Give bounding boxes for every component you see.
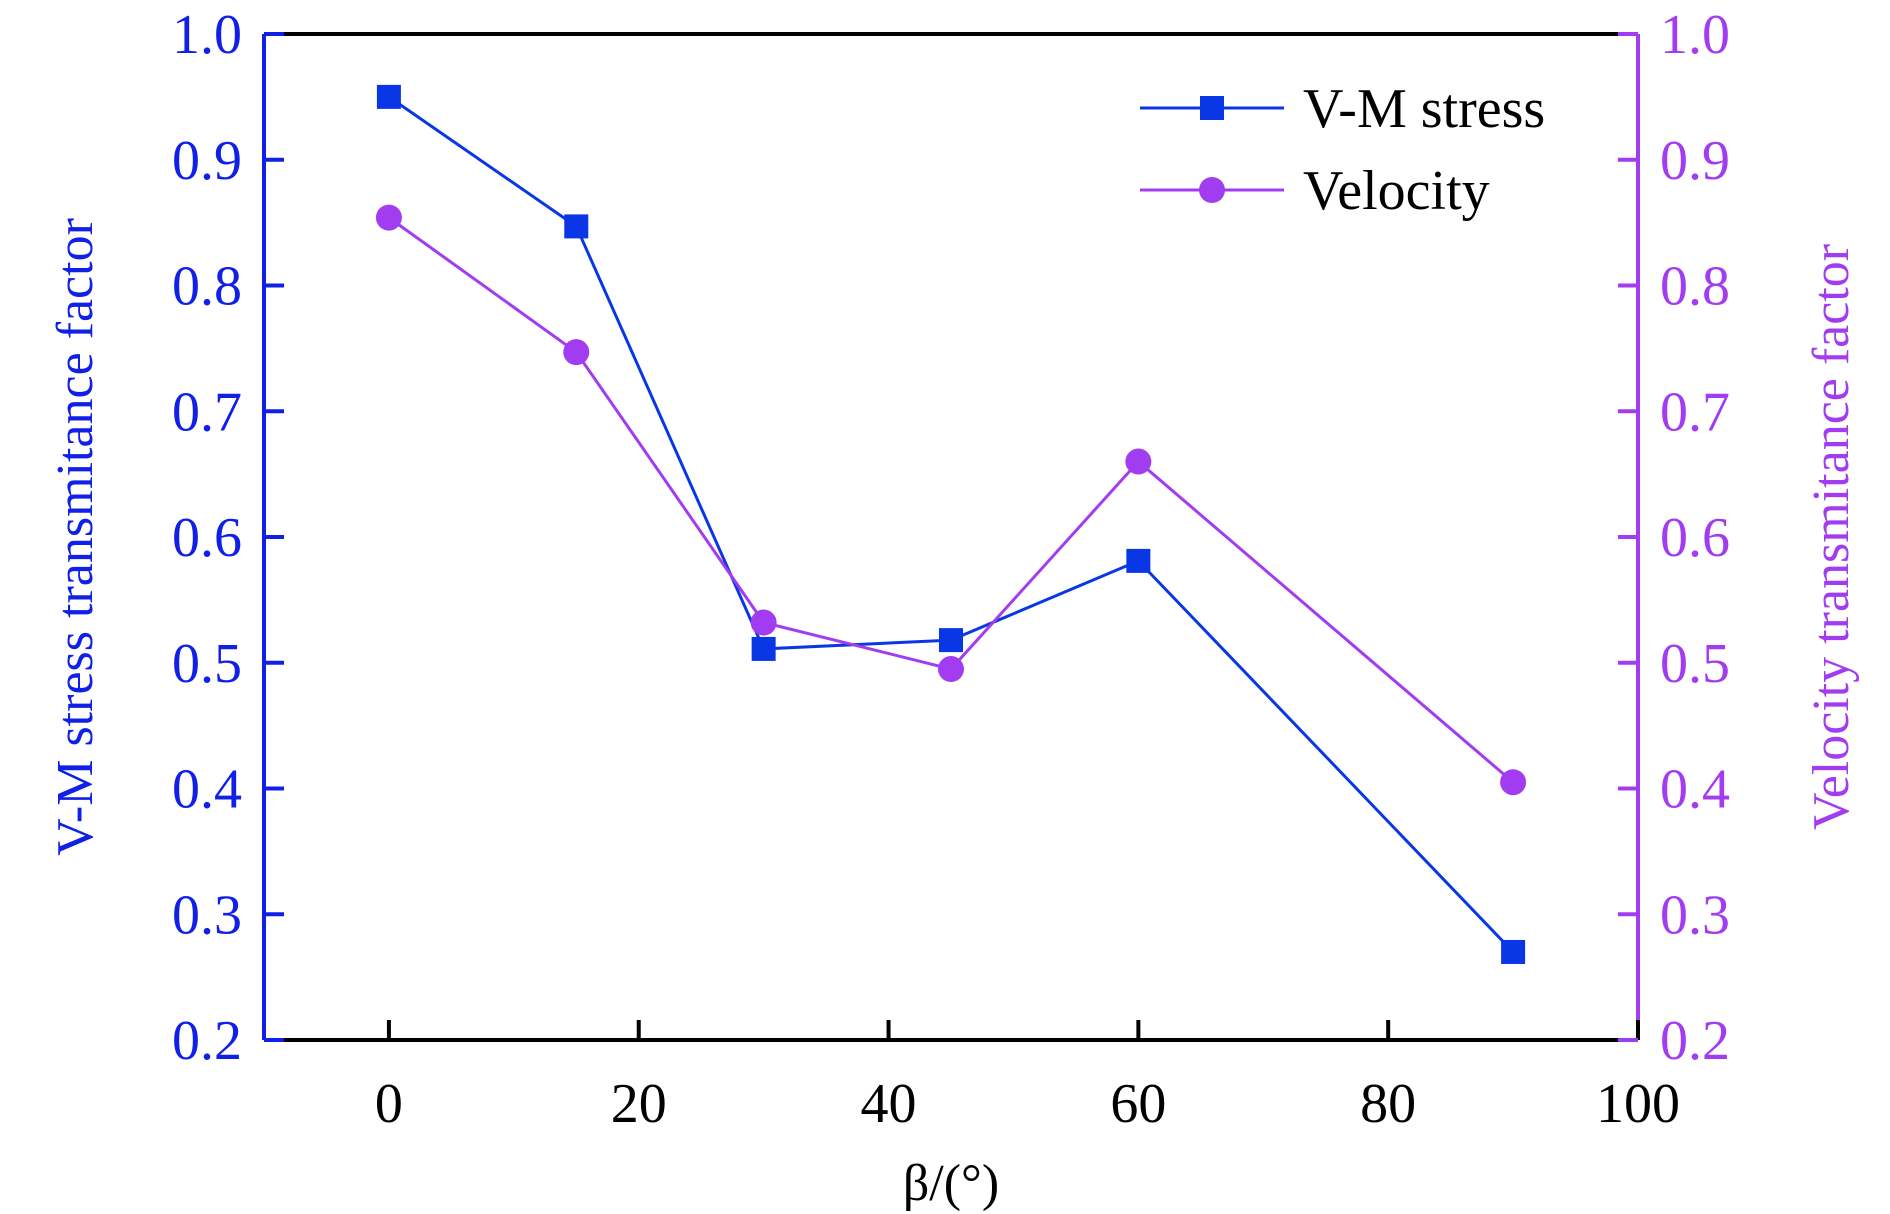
right-y-tick-label: 0.2 bbox=[1660, 1010, 1730, 1072]
vm-stress-point bbox=[1501, 939, 1526, 964]
left-y-tick-label: 0.3 bbox=[172, 884, 242, 946]
left-y-axis-title: V-M stress transmitance factor bbox=[47, 218, 104, 856]
left-y-tick-label: 0.2 bbox=[172, 1010, 242, 1072]
right-y-tick-label: 0.3 bbox=[1660, 884, 1730, 946]
left-y-tick-label: 0.4 bbox=[172, 759, 242, 821]
legend: V-M stress Velocity bbox=[1140, 78, 1545, 222]
left-y-tick-label: 0.8 bbox=[172, 256, 242, 318]
vm-stress-point bbox=[376, 84, 401, 109]
vm-stress-point bbox=[939, 628, 963, 653]
left-y-tick-label: 0.7 bbox=[172, 381, 242, 443]
velocity-point bbox=[1125, 448, 1152, 475]
left-y-tick-label: 0.6 bbox=[172, 507, 242, 569]
series-layer bbox=[375, 84, 1527, 964]
legend-marker bbox=[1199, 177, 1225, 203]
velocity-point bbox=[1500, 769, 1527, 796]
right-y-axis-title: Velocity transmitance factor bbox=[1803, 244, 1860, 830]
velocity-point bbox=[563, 339, 590, 366]
velocity-line bbox=[388, 216, 1515, 784]
right-y-tick-label: 1.0 bbox=[1660, 4, 1730, 66]
left-y-tick-label: 0.9 bbox=[172, 130, 242, 192]
vm-stress-point bbox=[751, 636, 776, 661]
left-y-tick-label: 0.5 bbox=[172, 633, 242, 695]
right-y-tick-label: 0.9 bbox=[1660, 130, 1730, 192]
x-axis-title: β/(°) bbox=[903, 1155, 999, 1212]
x-tick-label: 60 bbox=[1110, 1073, 1166, 1135]
right-y-tick-label: 0.7 bbox=[1660, 381, 1730, 443]
x-tick-label: 80 bbox=[1360, 1073, 1416, 1135]
legend-label: V-M stress bbox=[1303, 78, 1545, 140]
right-y-tick-label: 0.6 bbox=[1660, 507, 1730, 569]
legend-label: Velocity bbox=[1303, 160, 1490, 222]
right-y-tick-label: 0.4 bbox=[1660, 759, 1730, 821]
velocity-point bbox=[375, 204, 402, 231]
left-y-tick-label: 1.0 bbox=[172, 4, 242, 66]
x-tick-label: 20 bbox=[611, 1073, 667, 1135]
x-tick-label: 40 bbox=[861, 1073, 917, 1135]
right-y-tick-label: 0.8 bbox=[1660, 256, 1730, 318]
legend-marker bbox=[1200, 96, 1224, 120]
axis-titles: β/(°) V-M stress transmitance factor Vel… bbox=[47, 218, 1860, 1212]
vm-stress-point bbox=[564, 214, 589, 239]
x-tick-label: 100 bbox=[1596, 1073, 1680, 1135]
right-y-tick-label: 0.5 bbox=[1660, 633, 1730, 695]
velocity-point bbox=[938, 656, 964, 683]
velocity-point bbox=[750, 609, 777, 636]
vm-stress-line bbox=[388, 95, 1515, 954]
x-tick-label: 0 bbox=[375, 1073, 403, 1135]
vm-stress-point bbox=[1126, 548, 1151, 573]
